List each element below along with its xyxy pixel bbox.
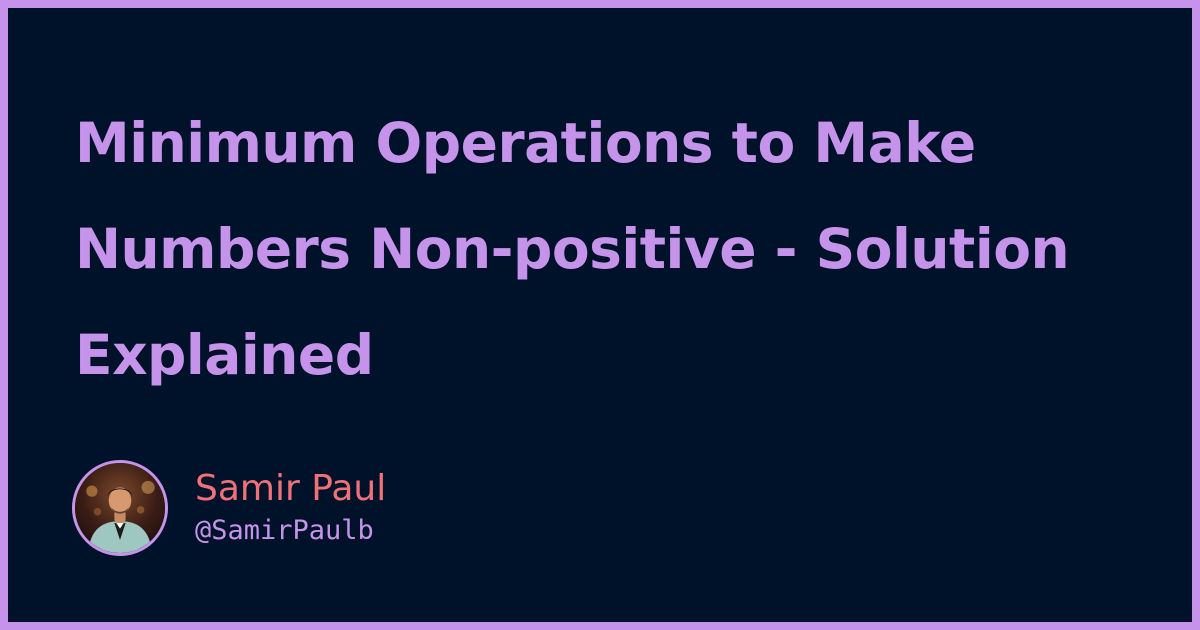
social-card: Minimum Operations to Make Numbers Non-p… [8,8,1192,622]
author-handle: @SamirPaulb [195,515,374,546]
avatar [72,460,168,556]
author-name: Samir Paul [195,468,387,509]
page-title: Minimum Operations to Make Numbers Non-p… [75,111,1070,387]
author-text: Samir Paul @SamirPaulb [195,467,386,549]
avatar-photo-icon [75,463,165,553]
author-block: Samir Paul @SamirPaulb [72,458,386,558]
